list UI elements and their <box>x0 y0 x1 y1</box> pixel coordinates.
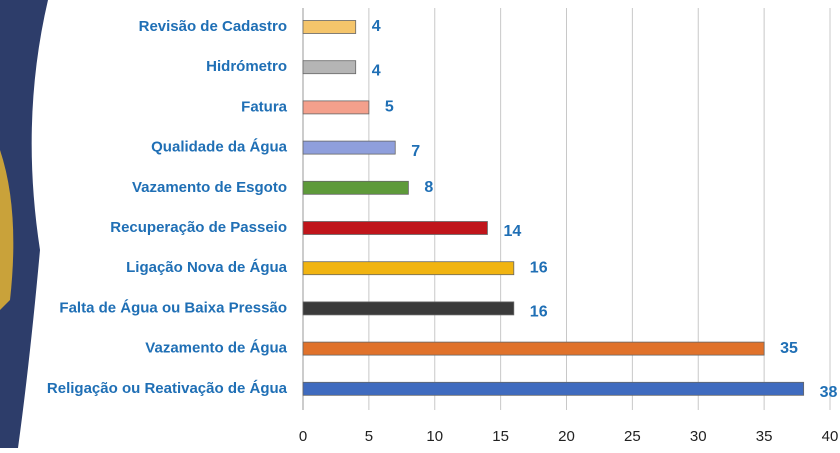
decoration <box>0 0 48 448</box>
y-tick-label: Qualidade da Água <box>151 139 288 156</box>
x-tick-label: 5 <box>365 428 373 445</box>
value-label: 7 <box>411 143 420 160</box>
y-tick-label: Recuperação de Passeio <box>110 219 287 236</box>
y-tick-label: Fatura <box>241 98 288 115</box>
bar <box>302 221 488 235</box>
value-label: 35 <box>780 340 798 357</box>
value-label: 8 <box>424 179 433 196</box>
y-tick-label: Vazamento de Esgoto <box>132 179 287 196</box>
x-tick-label: 20 <box>558 428 575 445</box>
value-label: 16 <box>530 259 548 276</box>
bar <box>302 60 357 75</box>
y-tick-label: Vazamento de Água <box>145 340 287 357</box>
value-label: 16 <box>530 304 548 321</box>
bar <box>302 100 370 115</box>
x-tick-label: 0 <box>299 428 307 445</box>
x-tick-label: 40 <box>822 428 839 445</box>
decoration <box>0 150 14 310</box>
x-tick-label: 10 <box>426 428 443 445</box>
value-label: 4 <box>372 62 381 79</box>
y-tick-label: Revisão de Cadastro <box>139 18 287 35</box>
x-tick-label: 25 <box>624 428 641 445</box>
x-tick-label: 35 <box>756 428 773 445</box>
plot: 0 5 10 15 20 25 30 35 40 Revisão de Cadastro 4 Hidr… <box>47 8 838 445</box>
value-label: 38 <box>820 384 838 401</box>
y-tick-label: Ligação Nova de Água <box>126 259 288 276</box>
bar <box>302 261 515 276</box>
value-label: 14 <box>503 223 521 240</box>
bar <box>302 381 805 396</box>
value-label: 5 <box>385 99 394 116</box>
bar <box>302 301 515 316</box>
y-tick-label: Falta de Água ou Baixa Pressão <box>59 299 287 316</box>
bar <box>302 180 409 195</box>
x-tick-label: 15 <box>492 428 509 445</box>
y-tick-label: Hidrómetro <box>206 58 287 75</box>
y-tick-label: Religação ou Reativação de Água <box>47 380 288 397</box>
value-label: 4 <box>372 18 381 35</box>
x-tick-label: 30 <box>690 428 707 445</box>
bar <box>302 20 357 34</box>
bar <box>302 140 396 155</box>
bar <box>302 341 765 356</box>
